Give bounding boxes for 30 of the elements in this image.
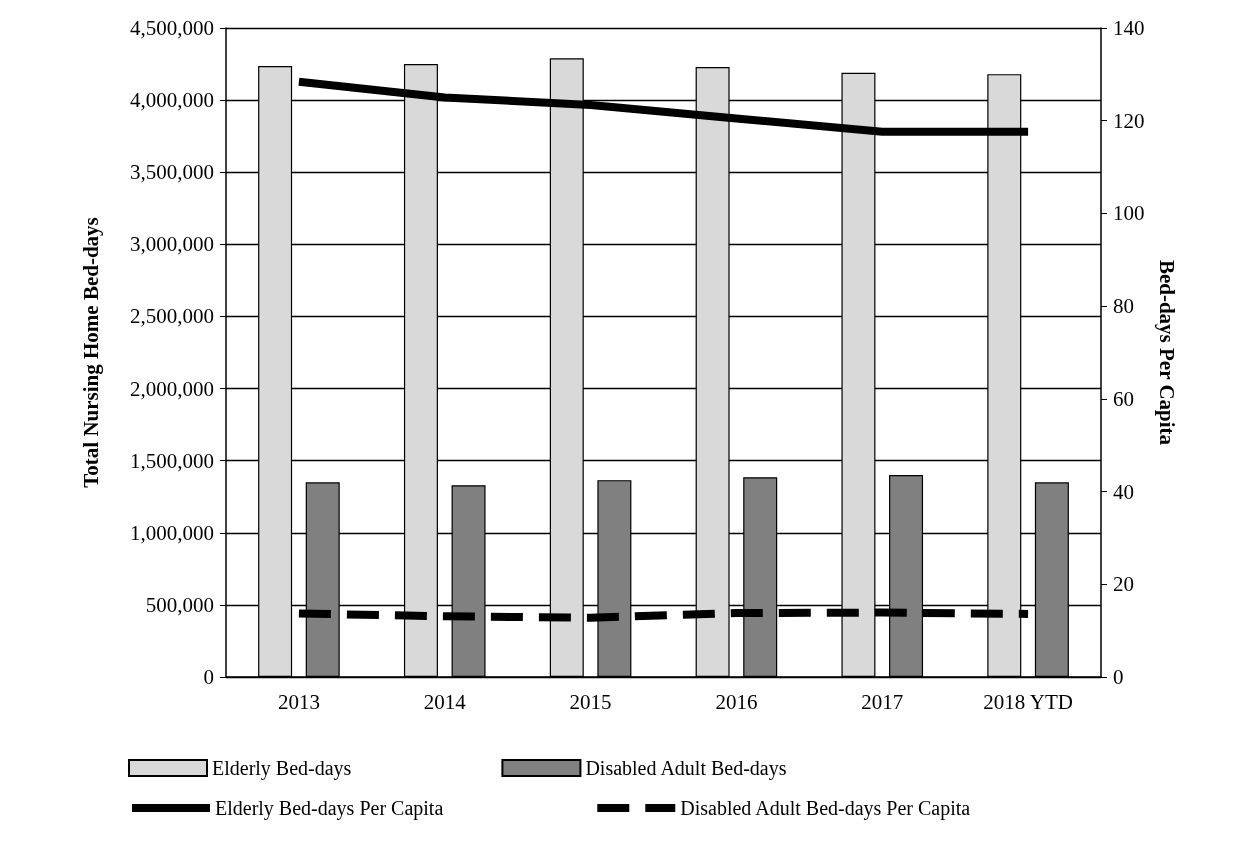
y-tick-label: 500,000 <box>145 592 214 617</box>
legend-label: Elderly Bed-days <box>212 757 352 780</box>
x-tick-label: 2014 <box>423 689 467 714</box>
y-tick-label: 1,500,000 <box>130 448 214 473</box>
x-tick-label: 2015 <box>569 689 612 714</box>
y2-tick-label: 0 <box>1113 665 1124 689</box>
y2-tick-label: 140 <box>1113 16 1145 40</box>
legend-label: Disabled Adult Bed-days <box>585 757 787 780</box>
y-tick-label: 4,500,000 <box>130 16 214 40</box>
legend-label: Disabled Adult Bed-days Per Capita <box>680 797 971 820</box>
y-tick-label: 0 <box>203 665 214 689</box>
y-tick-label: 1,000,000 <box>130 520 214 545</box>
x-tick-label: 2018 YTD <box>983 689 1073 714</box>
y2-tick-label: 40 <box>1113 479 1134 504</box>
y-tick-label: 3,000,000 <box>130 232 214 257</box>
x-tick-label: 2016 <box>715 689 758 714</box>
x-tick-label: 2017 <box>861 689 904 714</box>
y-tick-label: 4,000,000 <box>130 88 214 113</box>
x-tick-label: 2013 <box>277 689 320 714</box>
y2-tick-label: 20 <box>1113 572 1134 597</box>
y2-axis-title: Bed-days Per Capita <box>1154 259 1179 446</box>
y-tick-label: 3,500,000 <box>130 160 214 185</box>
y-tick-label: 2,000,000 <box>130 376 214 401</box>
y2-tick-label: 100 <box>1113 201 1145 226</box>
y2-tick-label: 60 <box>1113 386 1134 411</box>
y2-tick-label: 120 <box>1113 108 1145 133</box>
y-tick-label: 2,500,000 <box>130 304 214 329</box>
y-axis-title: Total Nursing Home Bed-days <box>78 217 103 488</box>
y2-tick-label: 80 <box>1113 294 1134 319</box>
legend-label: Elderly Bed-days Per Capita <box>215 797 444 820</box>
